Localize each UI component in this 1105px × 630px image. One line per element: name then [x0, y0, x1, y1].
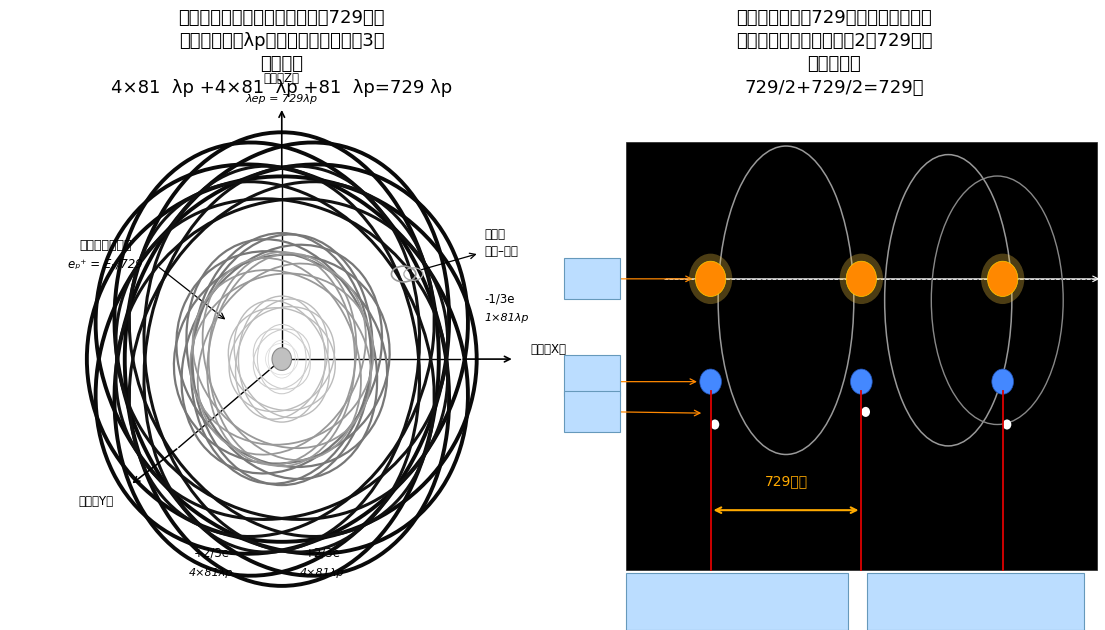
Text: 运动–时间: 运动–时间	[485, 245, 518, 258]
Text: eₚ⁺ = Eₚ/729: eₚ⁺ = Eₚ/729	[69, 258, 144, 271]
Text: 四维：: 四维：	[485, 227, 506, 241]
Circle shape	[851, 369, 872, 394]
Text: 椭圆周期：: 椭圆周期：	[808, 55, 861, 73]
Text: 太阳: 太阳	[585, 272, 600, 285]
FancyBboxPatch shape	[564, 258, 620, 299]
Text: 729周期: 729周期	[765, 474, 808, 488]
Circle shape	[711, 420, 719, 430]
Text: 波长组：: 波长组：	[261, 55, 303, 73]
Text: 三维：Z轴: 三维：Z轴	[264, 72, 299, 85]
FancyBboxPatch shape	[866, 573, 1084, 630]
Text: 质子的高能电子: 质子的高能电子	[80, 239, 133, 252]
Circle shape	[981, 254, 1024, 304]
Circle shape	[1002, 420, 1011, 430]
Text: 地球: 地球	[585, 369, 600, 382]
Text: 二维：Y轴: 二维：Y轴	[78, 495, 114, 508]
FancyBboxPatch shape	[564, 391, 620, 432]
Text: 质子封闭空间的高能量电子拥有729个质: 质子封闭空间的高能量电子拥有729个质	[179, 9, 385, 26]
Circle shape	[988, 261, 1018, 297]
Text: λep = 729λp: λep = 729λp	[245, 94, 318, 104]
Text: 729/2+729/2=729天: 729/2+729/2=729天	[745, 79, 924, 97]
Text: 1×81λp: 1×81λp	[485, 312, 529, 323]
Circle shape	[699, 369, 722, 394]
Text: 子康普顿波长λp形成球形封闭空间的3个: 子康普顿波长λp形成球形封闭空间的3个	[179, 32, 385, 50]
Text: 一维：X轴: 一维：X轴	[530, 343, 567, 356]
Text: 太阳封闭空间的729周期体现在地球携: 太阳封闭空间的729周期体现在地球携	[736, 9, 933, 26]
FancyBboxPatch shape	[564, 355, 620, 396]
Circle shape	[846, 261, 876, 297]
Text: 带月球形成的地月系统的2年729天的: 带月球形成的地月系统的2年729天的	[736, 32, 933, 50]
Text: +2/3e: +2/3e	[304, 546, 340, 559]
FancyBboxPatch shape	[625, 142, 1097, 570]
Text: 地球-月球围绕太阳运动第1圈: 地球-月球围绕太阳运动第1圈	[688, 595, 785, 608]
Text: 月球: 月球	[585, 405, 600, 418]
Circle shape	[272, 348, 292, 370]
Text: 4×81  λp +4×81  λp +81  λp=729 λp: 4×81 λp +4×81 λp +81 λp=729 λp	[112, 79, 452, 97]
Circle shape	[840, 254, 883, 304]
Text: 地球-月球围绕太阳运动第2圈: 地球-月球围绕太阳运动第2圈	[927, 595, 1023, 608]
Text: -1/3e: -1/3e	[485, 292, 515, 306]
Text: +2/3e: +2/3e	[193, 546, 230, 559]
Circle shape	[992, 369, 1013, 394]
Text: 4×81λp: 4×81λp	[301, 568, 345, 578]
Circle shape	[862, 407, 870, 417]
Circle shape	[695, 261, 726, 297]
Text: 4×81λp: 4×81λp	[189, 568, 233, 578]
FancyBboxPatch shape	[625, 573, 848, 630]
Circle shape	[688, 254, 733, 304]
